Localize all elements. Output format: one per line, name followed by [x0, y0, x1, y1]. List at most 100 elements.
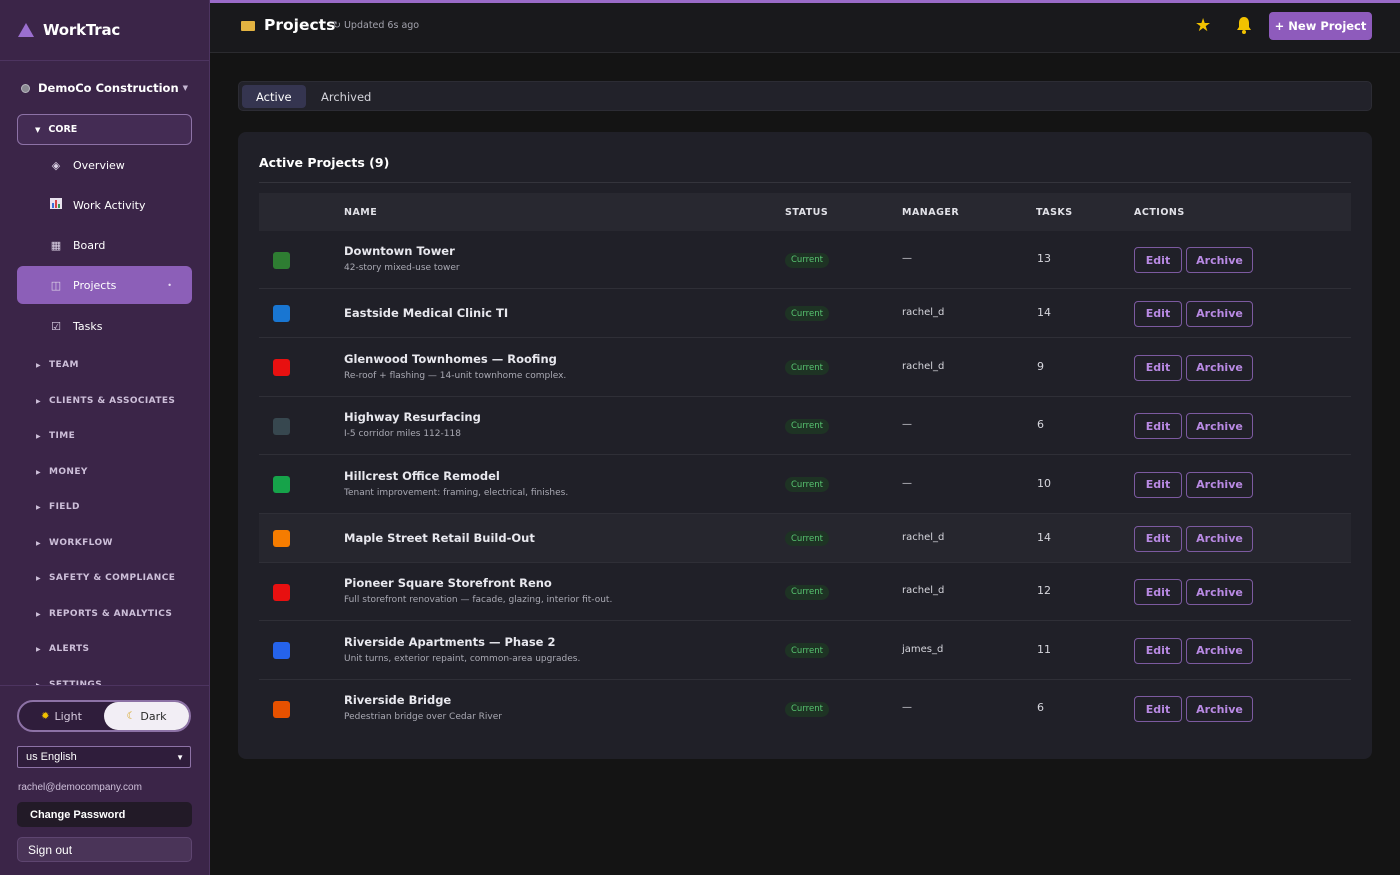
nav-group-clients[interactable]: ▶ CLIENTS & ASSOCIATES	[36, 396, 175, 406]
top-accent-line	[210, 0, 1400, 3]
archive-button[interactable]: Archive	[1186, 637, 1253, 664]
sidebar-item-projects[interactable]: ◫ Projects •	[17, 266, 192, 304]
nav-group-team[interactable]: ▶ TEAM	[36, 360, 79, 370]
divider	[259, 182, 1351, 183]
project-manager: rachel_d	[902, 306, 945, 318]
new-project-button[interactable]: + New Project	[1269, 12, 1372, 40]
nav-group-field[interactable]: ▶ FIELD	[36, 502, 80, 512]
project-name[interactable]: Highway Resurfacing	[344, 410, 481, 424]
theme-light-option[interactable]: ✹ Light	[19, 702, 104, 730]
table-row[interactable]: Riverside Bridge Pedestrian bridge over …	[259, 680, 1351, 738]
archive-button[interactable]: Archive	[1186, 471, 1253, 498]
project-name[interactable]: Pioneer Square Storefront Reno	[344, 576, 552, 590]
org-name: DemoCo Construction	[38, 81, 179, 95]
sidebar-item-board[interactable]: ▦ Board	[17, 226, 192, 264]
nav-group-time[interactable]: ▶ TIME	[36, 431, 75, 441]
edit-button[interactable]: Edit	[1134, 637, 1182, 664]
nav-group-workflow[interactable]: ▶ WORKFLOW	[36, 538, 113, 548]
project-description: Re-roof + flashing — 14-unit townhome co…	[344, 370, 567, 381]
theme-toggle[interactable]: ✹ Light ☾ Dark	[17, 700, 191, 732]
caret-right-icon: ▶	[36, 468, 42, 476]
nav-group-label: REPORTS & ANALYTICS	[49, 609, 173, 619]
project-name[interactable]: Downtown Tower	[344, 244, 455, 258]
language-select[interactable]: us English ▼	[17, 746, 191, 768]
project-description: Pedestrian bridge over Cedar River	[344, 712, 502, 722]
archive-button[interactable]: Archive	[1186, 413, 1253, 439]
edit-button[interactable]: Edit	[1134, 300, 1182, 327]
theme-dark-label: Dark	[140, 709, 167, 723]
org-switcher[interactable]: DemoCo Construction ▼	[18, 78, 192, 98]
project-manager: —	[902, 419, 912, 430]
archive-button[interactable]: Archive	[1186, 579, 1253, 605]
folder-icon	[241, 21, 255, 31]
table-row[interactable]: Maple Street Retail Build-Out Current ra…	[259, 514, 1351, 563]
nav-group-reports[interactable]: ▶ REPORTS & ANALYTICS	[36, 609, 172, 619]
project-name[interactable]: Maple Street Retail Build-Out	[344, 530, 535, 545]
projects-card: Active Projects (9) NAME STATUS MANAGER …	[238, 132, 1372, 759]
archive-button[interactable]: Archive	[1186, 300, 1253, 327]
edit-button[interactable]: Edit	[1134, 247, 1182, 273]
table-row[interactable]: Highway Resurfacing I-5 corridor miles 1…	[259, 397, 1351, 455]
org-dot-icon	[21, 83, 30, 93]
edit-button[interactable]: Edit	[1134, 413, 1182, 439]
tab-active[interactable]: Active	[242, 85, 306, 108]
task-count: 14	[1037, 530, 1051, 544]
table-row[interactable]: Eastside Medical Clinic TI Current rache…	[259, 289, 1351, 338]
edit-button[interactable]: Edit	[1134, 696, 1182, 722]
nav-group-label: FIELD	[49, 502, 80, 512]
change-password-button[interactable]: Change Password	[17, 802, 192, 827]
nav-group-alerts[interactable]: ▶ ALERTS	[36, 644, 89, 654]
bell-icon[interactable]	[1236, 16, 1252, 38]
nav-group-money[interactable]: ▶ MONEY	[36, 467, 88, 477]
checkbox-icon: ☑	[51, 319, 61, 333]
status-badge: Current	[785, 477, 829, 492]
archive-button[interactable]: Archive	[1186, 247, 1253, 273]
star-icon[interactable]: ★	[1195, 15, 1212, 36]
task-count: 6	[1037, 418, 1044, 431]
archive-button[interactable]: Archive	[1186, 354, 1253, 381]
archive-button[interactable]: Archive	[1186, 696, 1253, 722]
project-description: I-5 corridor miles 112-118	[344, 429, 461, 439]
sidebar-item-work-activity[interactable]: Work Activity	[17, 186, 192, 224]
table-row[interactable]: Hillcrest Office Remodel Tenant improvem…	[259, 455, 1351, 514]
table-row[interactable]: Pioneer Square Storefront Reno Full stor…	[259, 563, 1351, 621]
project-name[interactable]: Riverside Bridge	[344, 693, 452, 707]
nav-group-core[interactable]: ▼ CORE	[17, 114, 192, 145]
caret-right-icon: ▶	[36, 539, 42, 547]
theme-dark-option[interactable]: ☾ Dark	[104, 702, 189, 730]
bar-chart-icon	[49, 198, 63, 212]
table-row[interactable]: Downtown Tower 42-story mixed-use tower …	[259, 231, 1351, 289]
project-color-swatch	[273, 305, 290, 322]
sidebar-item-overview[interactable]: ◈ Overview	[17, 146, 192, 184]
project-name[interactable]: Eastside Medical Clinic TI	[344, 305, 509, 320]
task-count: 11	[1037, 642, 1051, 656]
diamond-icon: ◈	[51, 158, 61, 172]
sidebar-item-tasks[interactable]: ☑ Tasks	[17, 307, 192, 345]
caret-right-icon: ▶	[36, 574, 42, 582]
edit-button[interactable]: Edit	[1134, 525, 1182, 552]
edit-button[interactable]: Edit	[1134, 354, 1182, 381]
task-count: 9	[1037, 359, 1044, 373]
project-name[interactable]: Hillcrest Office Remodel	[344, 468, 500, 483]
table-row[interactable]: Riverside Apartments — Phase 2 Unit turn…	[259, 621, 1351, 680]
tab-archived[interactable]: Archived	[321, 89, 372, 104]
project-color-swatch	[273, 417, 290, 435]
project-manager: rachel_d	[902, 585, 945, 596]
edit-button[interactable]: Edit	[1134, 579, 1182, 605]
nav-group-safety[interactable]: ▶ SAFETY & COMPLIANCE	[36, 573, 175, 583]
archive-button[interactable]: Archive	[1186, 525, 1253, 552]
task-count: 14	[1037, 305, 1051, 319]
sign-out-button[interactable]: Sign out	[17, 837, 192, 862]
sidebar-item-label: Tasks	[73, 319, 103, 333]
table-row[interactable]: Glenwood Townhomes — Roofing Re-roof + f…	[259, 338, 1351, 397]
project-name[interactable]: Glenwood Townhomes — Roofing	[344, 351, 557, 366]
caret-right-icon: ▶	[36, 397, 42, 405]
sidebar-footer: ✹ Light ☾ Dark us English ▼ rachel@democ…	[0, 685, 209, 875]
sidebar-item-label: Overview	[73, 158, 125, 172]
sidebar: WorkTrac DemoCo Construction ▼ ▼ CORE ◈ …	[0, 0, 210, 875]
brand[interactable]: WorkTrac	[0, 0, 209, 61]
caret-right-icon: ▶	[36, 610, 42, 618]
brand-name: WorkTrac	[43, 21, 121, 39]
edit-button[interactable]: Edit	[1134, 471, 1182, 498]
project-name[interactable]: Riverside Apartments — Phase 2	[344, 634, 556, 649]
